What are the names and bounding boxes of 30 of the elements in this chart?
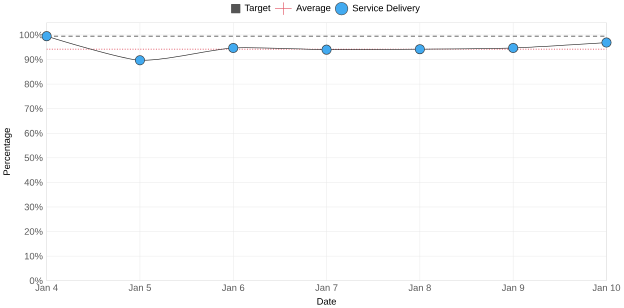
y-tick-label: 30% [24, 204, 43, 210]
legend-label: Target [244, 4, 270, 13]
y-tick-label: 70% [24, 105, 43, 112]
y-tick-label: 0% [30, 277, 43, 284]
point [508, 42, 518, 53]
y-tick-label: 50% [24, 154, 43, 162]
point [42, 31, 52, 42]
y-axis-title: Percentage [3, 128, 12, 175]
x-tick-label: Jan 4 [35, 284, 58, 291]
x-tick-label: Jan 5 [128, 284, 151, 291]
x-tick-label: Jan 8 [408, 284, 431, 291]
legend-label: Service Delivery [352, 4, 420, 14]
y-tick-label: 20% [24, 228, 43, 235]
point [134, 55, 145, 66]
legend-label: Average [296, 4, 330, 13]
point [228, 42, 238, 53]
x-tick-label: Jan 10 [592, 284, 620, 291]
y-tick-label: 60% [24, 130, 43, 136]
x-tick-label: Jan 9 [502, 284, 524, 291]
y-tick-label: 10% [24, 252, 43, 260]
y-tick-label: 80% [24, 80, 43, 88]
x-tick-label: Jan 6 [222, 284, 244, 291]
point [414, 44, 425, 54]
x-axis-title: Date [317, 298, 336, 305]
point [601, 37, 612, 48]
x-tick-label: Jan 7 [315, 284, 338, 291]
y-tick-label: 100% [20, 32, 43, 38]
point [322, 44, 332, 55]
y-tick-label: 40% [24, 179, 43, 186]
y-tick-label: 90% [24, 56, 43, 63]
